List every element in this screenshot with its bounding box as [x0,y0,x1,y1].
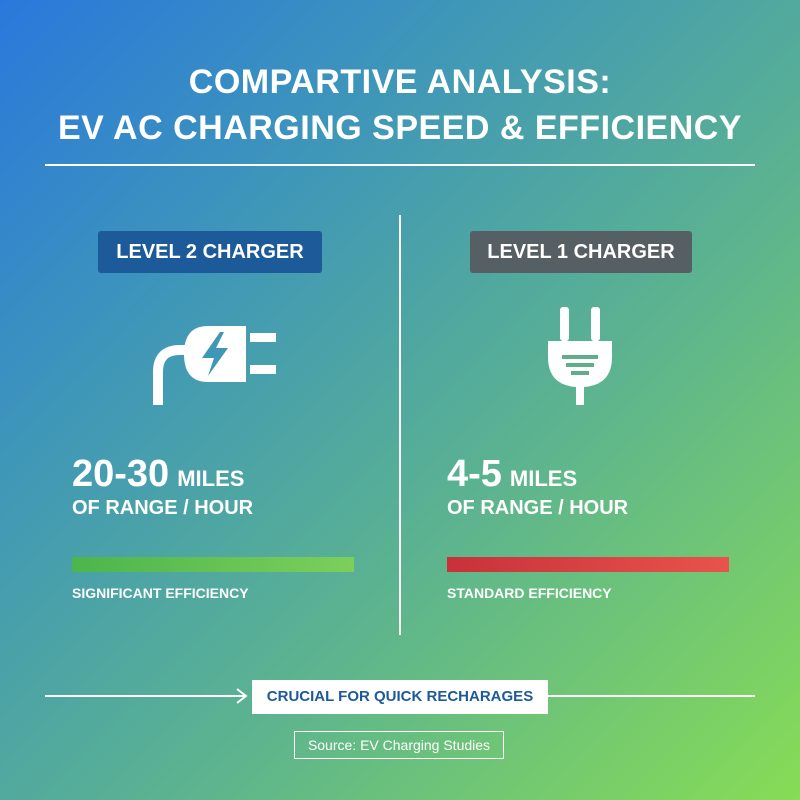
level1-range-value: 4-5 MILES [447,452,577,501]
charging-plug-icon [148,312,278,412]
title-line-1: COMPARTIVE ANALYSIS: [188,63,612,101]
arrow-right-icon [234,687,250,710]
level1-unit: MILES [509,466,578,491]
level2-efficiency-bar [72,557,354,572]
level2-subtitle: OF RANGE / HOUR [72,497,254,519]
column-divider [399,215,401,635]
title-line-2: EV AC CHARGING SPEED & EFFICIENCY [58,109,742,147]
level2-badge: LEVEL 2 CHARGER [98,231,322,273]
title-divider [45,164,755,166]
level1-subtitle: OF RANGE / HOUR [447,497,629,519]
level1-efficiency-label: STANDARD EFFICIENCY [447,585,612,601]
electric-plug-icon [540,305,620,410]
level2-range-value: 20-30 MILES [72,452,244,501]
callout-arrow-line-right [548,695,755,697]
level2-efficiency-label: SIGNIFICANT EFFICIENCY [72,585,249,601]
source-label: Source: EV Charging Studies [294,731,504,759]
callout-arrow-line-left [45,695,245,697]
level1-badge: LEVEL 1 CHARGER [470,231,692,273]
level1-efficiency-bar [447,557,729,572]
level2-unit: MILES [177,466,245,491]
level2-value: 20-30 [72,453,170,495]
callout-box: CRUCIAL FOR QUICK RECHARAGES [252,680,548,714]
level1-value: 4-5 [447,453,502,495]
